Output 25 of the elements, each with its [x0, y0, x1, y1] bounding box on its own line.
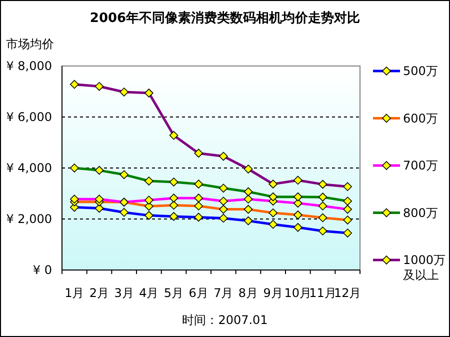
x-tick-label: 2月 — [89, 286, 110, 300]
x-tick-label: 4月 — [139, 286, 159, 300]
legend-label: 800万 — [403, 206, 438, 220]
x-tick-label: 12月 — [334, 286, 362, 300]
x-tick-label: 3月 — [114, 286, 134, 300]
x-tick-label: 10月 — [284, 286, 312, 300]
y-axis-title: 市场均价 — [6, 37, 54, 51]
x-tick-label: 9月 — [263, 286, 283, 300]
x-tick-label: 8月 — [238, 286, 258, 300]
legend-label: 700万 — [403, 158, 438, 172]
legend-label: 500万 — [403, 64, 438, 78]
legend-label: 600万 — [403, 111, 438, 126]
x-tick-label: 11月 — [309, 286, 336, 300]
legend-label: 1000万及以上 — [403, 253, 446, 282]
y-tick-label: ¥ 2,000 — [6, 212, 52, 226]
text: 时间：2007.01 — [182, 313, 268, 327]
x-tick-label: 5月 — [164, 286, 184, 300]
x-tick-label: 7月 — [214, 286, 234, 300]
x-tick-label: 6月 — [188, 286, 208, 300]
y-tick-label: ¥ 8,000 — [6, 59, 52, 73]
y-tick-label: ¥ 6,000 — [6, 110, 52, 124]
chart-title: 2006年不同像素消费类数码相机均价走势对比 — [90, 10, 360, 26]
y-tick-label: ¥ 4,000 — [6, 161, 52, 175]
y-tick-label: ¥ 0 — [32, 263, 52, 277]
x-tick-label: 1月 — [64, 286, 84, 300]
